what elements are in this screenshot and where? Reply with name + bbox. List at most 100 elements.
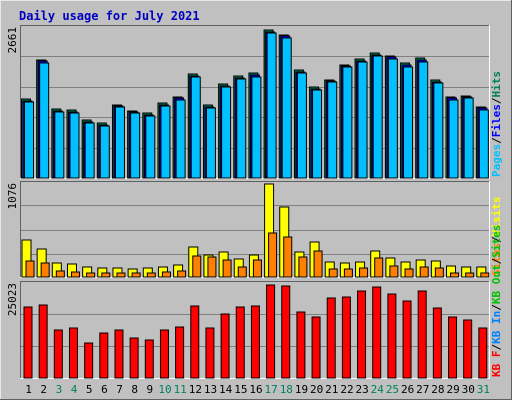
- kbf-bar: [99, 332, 109, 379]
- chart-title: Daily usage for July 2021: [19, 9, 200, 23]
- pages-bar: [39, 62, 50, 179]
- legend-entry: Hits: [490, 71, 503, 98]
- sites-bar: [101, 272, 111, 278]
- sites-bar: [116, 272, 126, 278]
- x-tick-label: 25: [386, 383, 399, 396]
- legend-entry: Sites: [490, 225, 503, 258]
- kbf-bar: [281, 285, 291, 379]
- sites-bar: [268, 232, 278, 278]
- pages-bar: [54, 111, 65, 179]
- kbf-bar: [296, 311, 306, 379]
- kbf-bar: [23, 306, 33, 379]
- x-tick-label: 13: [204, 383, 217, 396]
- kbf-bar: [478, 327, 488, 379]
- pages-bar: [296, 72, 307, 179]
- pages-bar: [160, 105, 171, 179]
- pages-bar: [312, 89, 323, 179]
- x-tick-label: 15: [234, 383, 247, 396]
- pages-bar: [114, 106, 125, 179]
- x-tick-label: 5: [86, 383, 93, 396]
- kbf-bar: [68, 327, 78, 379]
- x-tick-label: 9: [147, 383, 154, 396]
- legend-entry: Pages: [490, 144, 503, 177]
- pages-bar: [478, 109, 489, 179]
- kbf-bar: [114, 329, 124, 379]
- pages-bar: [69, 112, 80, 179]
- x-tick-label: 20: [310, 383, 323, 396]
- sites-bar: [419, 266, 429, 278]
- sites-bar: [70, 271, 80, 278]
- x-tick-label: 6: [101, 383, 108, 396]
- pages-bar: [221, 86, 232, 179]
- pages-bar: [372, 55, 383, 179]
- legend-entry: Visits: [490, 197, 503, 237]
- legend-separator: /: [490, 236, 503, 243]
- pages-bar: [281, 37, 292, 179]
- sites-bar: [161, 271, 171, 278]
- kbf-bar: [463, 319, 473, 379]
- pages-bar: [387, 58, 398, 179]
- x-tick-label: 3: [56, 383, 63, 396]
- panel-legend: Pages/Files/Hits: [490, 71, 503, 177]
- kbf-bar: [53, 329, 63, 379]
- sites-bar: [298, 256, 308, 278]
- x-tick-label: 16: [249, 383, 262, 396]
- x-tick-label: 10: [158, 383, 171, 396]
- sites-bar: [283, 236, 293, 278]
- sites-bar: [192, 255, 202, 278]
- sites-bar: [434, 267, 444, 278]
- pages-bar: [266, 32, 277, 179]
- panel-legend: Sites/Visits: [490, 197, 503, 277]
- sites-bar: [389, 265, 399, 278]
- sites-bar: [222, 259, 232, 278]
- sites-bar: [40, 262, 50, 278]
- legend-separator: /: [490, 304, 503, 311]
- legend-entry: Files: [490, 104, 503, 137]
- x-tick-label: 18: [280, 383, 293, 396]
- x-tick-label: 7: [116, 383, 123, 396]
- kbf-bar: [144, 339, 154, 379]
- kbf-bar: [175, 326, 185, 379]
- pages-bar: [99, 125, 110, 179]
- x-tick-label: 30: [462, 383, 475, 396]
- legend-entry: KB Out: [490, 264, 503, 304]
- legend-entry: KB F: [490, 351, 503, 378]
- pages-bar: [433, 82, 444, 179]
- pages-bar: [145, 115, 156, 179]
- pages-bar: [84, 122, 95, 179]
- sites-bar: [404, 268, 414, 278]
- sites-bar: [86, 272, 96, 278]
- x-tick-label: 2: [40, 383, 47, 396]
- kbf-bar: [432, 307, 442, 379]
- legend-entry: Sites: [490, 243, 503, 276]
- x-tick-label: 4: [71, 383, 78, 396]
- x-tick-label: 19: [295, 383, 308, 396]
- kbf-bar: [129, 337, 139, 379]
- sites-bar: [177, 270, 187, 278]
- kbf-bar: [448, 316, 458, 379]
- x-tick-label: 11: [174, 383, 187, 396]
- kbf-bar: [235, 306, 245, 379]
- kbf-bar: [311, 316, 321, 379]
- sites-bar: [131, 272, 141, 278]
- kbf-bar: [387, 293, 397, 379]
- kbf-bar: [341, 296, 351, 379]
- kbf-bar: [372, 286, 382, 379]
- pages-bar: [190, 76, 201, 179]
- x-tick-label: 17: [265, 383, 278, 396]
- pages-bar: [175, 99, 186, 179]
- x-tick-label: 28: [431, 383, 444, 396]
- kbf-bar: [402, 300, 412, 379]
- sites-bar: [313, 250, 323, 278]
- sites-bar: [55, 270, 65, 278]
- chart-panels: 2661Pages/Files/Hits1076Sites/Visits2502…: [6, 25, 503, 379]
- x-tick-label: 27: [416, 383, 429, 396]
- pages-bar: [24, 101, 34, 179]
- pages-bar: [448, 99, 459, 179]
- kbf-bar: [38, 304, 48, 379]
- pages-bar: [236, 78, 247, 179]
- panel-legend: KB F/KB In/KB Out/Sites: [490, 225, 503, 377]
- sites-bar: [480, 272, 490, 278]
- pages-bar: [342, 66, 353, 179]
